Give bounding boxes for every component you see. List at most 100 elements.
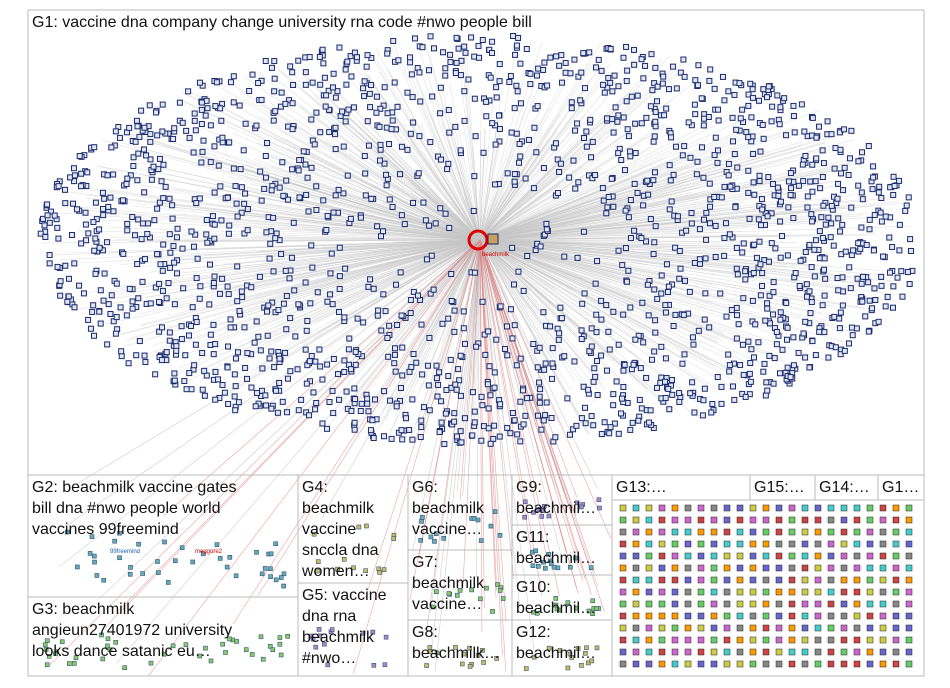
node	[603, 367, 610, 374]
node	[510, 32, 517, 39]
node	[671, 660, 679, 668]
edge	[479, 141, 825, 241]
node	[64, 529, 70, 535]
node	[166, 231, 173, 238]
edge	[479, 239, 596, 403]
node	[397, 269, 404, 276]
node	[134, 260, 141, 267]
node	[676, 390, 683, 397]
edge	[479, 185, 695, 241]
node	[158, 357, 165, 364]
node	[750, 150, 757, 157]
node	[488, 50, 495, 57]
node	[658, 660, 666, 668]
node	[377, 146, 384, 153]
node	[700, 174, 707, 181]
node	[583, 143, 590, 150]
node	[530, 340, 537, 347]
node	[588, 565, 594, 571]
node	[715, 117, 722, 124]
node	[357, 407, 364, 414]
node	[141, 189, 148, 196]
node	[568, 564, 573, 570]
node	[544, 82, 551, 89]
node	[637, 365, 644, 372]
node	[648, 51, 655, 58]
node	[192, 127, 199, 134]
node	[374, 312, 381, 319]
node	[671, 552, 679, 560]
node	[380, 433, 387, 440]
node	[892, 636, 900, 644]
node	[71, 304, 78, 311]
node	[232, 183, 239, 190]
node	[300, 148, 307, 155]
node	[684, 576, 692, 584]
node	[781, 95, 788, 102]
node	[281, 571, 287, 577]
node	[224, 194, 231, 201]
node	[710, 540, 718, 548]
node	[860, 273, 867, 280]
node	[129, 298, 136, 305]
node	[523, 46, 530, 53]
node	[96, 226, 103, 233]
node	[481, 331, 488, 338]
edge	[479, 193, 772, 241]
node	[849, 332, 856, 339]
node	[159, 287, 166, 294]
node	[112, 538, 117, 544]
node	[96, 308, 103, 315]
node	[340, 143, 347, 150]
node	[863, 241, 870, 248]
node	[632, 648, 640, 656]
node	[645, 636, 653, 644]
node	[133, 352, 140, 359]
edge	[226, 217, 481, 241]
node	[774, 184, 781, 191]
node	[687, 154, 694, 161]
node	[827, 648, 835, 656]
node	[248, 384, 255, 391]
node	[830, 242, 837, 249]
node	[827, 234, 834, 241]
node	[607, 45, 614, 52]
node	[632, 624, 640, 632]
node	[699, 412, 706, 419]
node	[517, 153, 524, 160]
node	[330, 355, 337, 362]
node	[658, 564, 666, 572]
node	[632, 564, 640, 572]
node	[585, 386, 592, 393]
node	[515, 268, 522, 275]
node	[484, 585, 489, 591]
node	[110, 208, 117, 215]
node	[298, 396, 305, 403]
node	[484, 381, 491, 388]
node	[714, 374, 721, 381]
edge	[205, 115, 481, 241]
node	[136, 541, 141, 547]
node	[398, 212, 405, 219]
node	[733, 126, 740, 133]
node	[777, 309, 784, 316]
node	[566, 174, 573, 181]
node	[651, 80, 658, 87]
node	[777, 254, 784, 261]
node	[309, 264, 316, 271]
edge	[479, 203, 729, 241]
node	[669, 391, 676, 398]
node	[718, 194, 725, 201]
node	[80, 290, 87, 297]
node	[733, 335, 740, 342]
node	[632, 552, 640, 560]
node	[684, 504, 692, 512]
node	[107, 194, 114, 201]
node	[248, 284, 255, 291]
node	[759, 282, 766, 289]
node	[147, 138, 154, 145]
node	[535, 65, 542, 72]
node	[879, 612, 887, 620]
node	[795, 349, 802, 356]
